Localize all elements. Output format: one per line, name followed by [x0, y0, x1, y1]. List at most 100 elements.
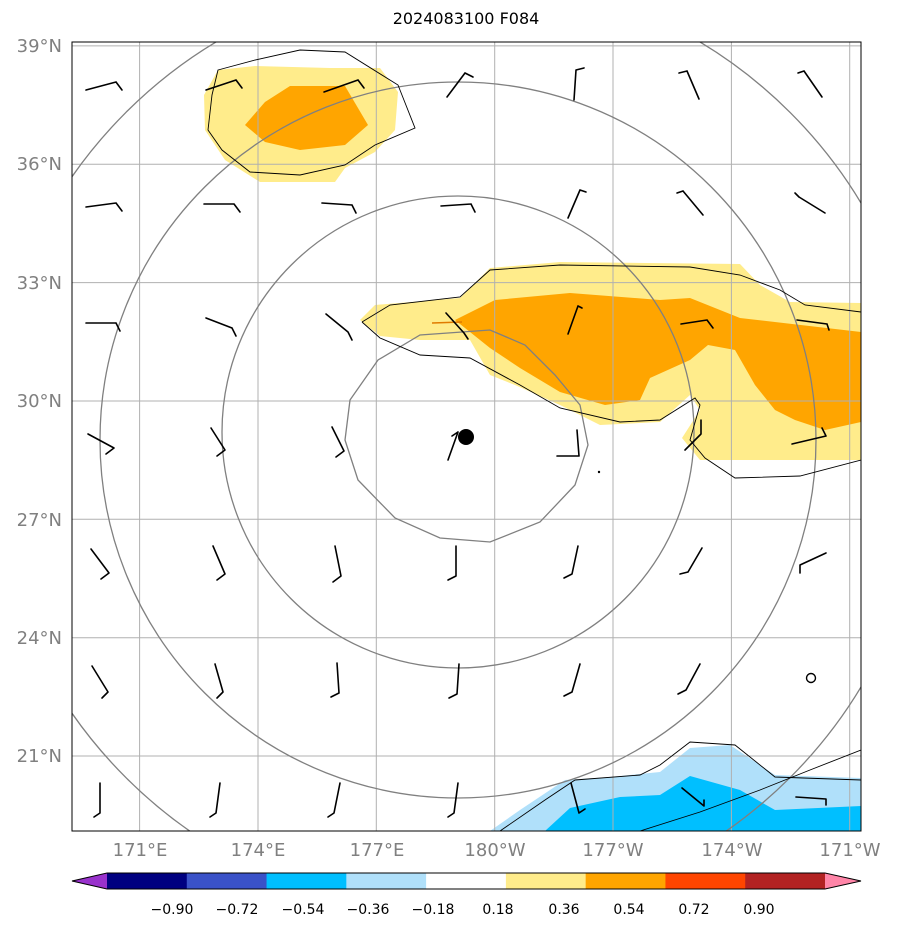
wind-barb [327, 782, 341, 818]
gridlines [72, 42, 861, 831]
lon-label: 180°W [464, 840, 525, 861]
contour-lines [207, 49, 861, 831]
wind-barb [791, 427, 827, 445]
wind-barb [212, 545, 226, 581]
colorbar-tick-label: 0.18 [482, 902, 513, 918]
wind-barb [567, 189, 587, 219]
colorbar-bin [426, 873, 507, 889]
wind-barb [203, 203, 241, 213]
negative-anomaly-mid [545, 776, 861, 831]
wind-barb [794, 192, 826, 214]
wind-barb [332, 545, 342, 583]
wind-barb [87, 433, 115, 455]
wind-barb [214, 663, 224, 699]
colorbar-bin [107, 873, 188, 889]
wind-barb [678, 70, 700, 100]
colorbar-tick-labels: −0.90 −0.72 −0.54 −0.36 −0.18 0.18 0.36 … [151, 902, 775, 918]
lat-label: 30°N [17, 391, 62, 412]
wind-barb [567, 305, 583, 335]
colorbar-tick-label: −0.72 [216, 902, 259, 918]
wind-barb [447, 782, 459, 818]
lat-label: 33°N [17, 273, 62, 294]
wind-barb [325, 313, 353, 341]
wind-barb [209, 782, 221, 818]
colorbar-tick-label: −0.36 [347, 902, 390, 918]
wind-barb [677, 663, 701, 695]
lat-label: 36°N [17, 154, 62, 175]
colorbar-bin [266, 873, 347, 889]
wind-barb [684, 419, 702, 451]
colorbar-outline [71, 872, 862, 890]
colorbar-bin [186, 873, 268, 889]
wind-barb [680, 319, 714, 329]
wind-barb [323, 79, 365, 93]
wind-barb [447, 431, 459, 461]
colorbar-extend-high [825, 873, 861, 889]
wind-barb [85, 202, 123, 212]
colorbar-tick-label: 0.72 [678, 902, 709, 918]
wind-barb [796, 319, 830, 331]
colorbar-tick-label: 0.90 [743, 902, 774, 918]
wind-barb [799, 552, 827, 574]
map-title: 2024083100 F084 [392, 9, 540, 28]
lat-label: 21°N [17, 746, 62, 767]
colorbar-bin [346, 873, 427, 889]
wind-barb [676, 190, 704, 216]
wind-barb [205, 317, 237, 337]
storm-center-marker [458, 429, 474, 445]
colorbar-tick-label: 0.36 [548, 902, 579, 918]
wind-barb [85, 322, 121, 332]
wind-barb [321, 202, 357, 214]
colorbar-tick-label: −0.18 [412, 902, 455, 918]
colorbar-bin [665, 873, 746, 889]
wind-barb [330, 662, 340, 698]
wind-barb [448, 663, 460, 699]
lon-label: 177°W [582, 840, 643, 861]
colorbar-bin [505, 873, 587, 889]
wind-barb [563, 663, 581, 697]
lon-label: 174°E [231, 840, 286, 861]
wind-barb [573, 67, 585, 101]
colorbar-tick-label: −0.90 [151, 902, 194, 918]
lat-label: 24°N [17, 628, 62, 649]
wind-barb [681, 787, 705, 807]
orange-segment [431, 321, 463, 324]
small-dot-marker [597, 470, 601, 474]
wind-barb [93, 782, 101, 818]
wind-barb [679, 547, 703, 575]
calm-wind-marker [805, 672, 817, 684]
colorbar [71, 872, 862, 890]
wind-barb [797, 70, 823, 98]
wind-barb [85, 81, 123, 91]
wind-barbs [85, 67, 830, 818]
lat-label: 39°N [17, 36, 62, 57]
latitude-labels: 39°N 36°N 33°N 30°N 27°N 24°N 21°N [17, 36, 62, 767]
plot-frame [71, 41, 862, 832]
wind-barb [331, 426, 345, 458]
wind-barb [570, 782, 586, 814]
wind-barb [445, 312, 469, 340]
colorbar-extend-low [72, 873, 107, 889]
wind-barb [795, 796, 827, 806]
wind-barb [210, 427, 226, 457]
lon-label: 171°W [819, 840, 880, 861]
wind-barb [563, 545, 579, 579]
positive-anomaly-mid [245, 86, 861, 430]
lat-label: 27°N [17, 510, 62, 531]
longitude-labels: 171°E 174°E 177°E 180°W 177°W 174°W 171°… [113, 840, 881, 861]
wind-barb [556, 429, 580, 457]
wind-barb [90, 548, 110, 580]
wind-barb [91, 665, 109, 699]
lon-label: 174°W [701, 840, 762, 861]
lon-label: 171°E [113, 840, 168, 861]
wind-barb [440, 203, 476, 213]
colorbar-bin [745, 873, 826, 889]
wind-barb [205, 79, 243, 91]
wind-barb [447, 545, 457, 581]
colorbar-bin [585, 873, 666, 889]
wind-barb [446, 72, 474, 98]
colorbar-tick-label: −0.54 [282, 902, 325, 918]
lon-label: 177°E [350, 840, 405, 861]
colorbar-tick-label: 0.54 [613, 902, 644, 918]
